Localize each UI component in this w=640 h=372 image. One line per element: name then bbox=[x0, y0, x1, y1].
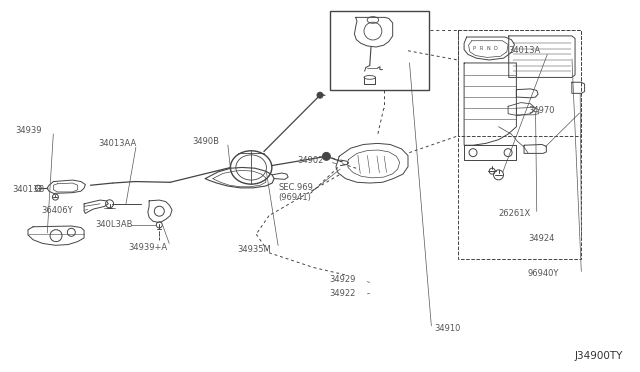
Text: 34924: 34924 bbox=[528, 234, 554, 244]
Text: 34939: 34939 bbox=[15, 126, 42, 135]
Text: 34902: 34902 bbox=[298, 156, 324, 165]
Text: 340L3AB: 340L3AB bbox=[95, 221, 133, 230]
Text: P: P bbox=[473, 46, 476, 51]
Text: R: R bbox=[479, 46, 483, 51]
Text: 34970: 34970 bbox=[528, 106, 554, 115]
Text: 34939+A: 34939+A bbox=[129, 243, 168, 251]
Circle shape bbox=[317, 92, 323, 98]
Text: 26261X: 26261X bbox=[499, 209, 531, 218]
Bar bbox=[458, 31, 580, 259]
Bar bbox=[330, 11, 429, 90]
Text: 34013B: 34013B bbox=[13, 185, 45, 194]
Text: J34900TY: J34900TY bbox=[575, 352, 623, 362]
Circle shape bbox=[323, 153, 330, 160]
Text: 34935M: 34935M bbox=[237, 244, 271, 253]
Text: 34910: 34910 bbox=[435, 324, 461, 333]
Text: 34013A: 34013A bbox=[508, 46, 540, 55]
Text: N: N bbox=[486, 46, 490, 51]
Text: 36406Y: 36406Y bbox=[42, 206, 73, 215]
Text: D: D bbox=[493, 46, 497, 51]
Text: 96940Y: 96940Y bbox=[528, 269, 559, 278]
Text: 34929: 34929 bbox=[330, 275, 356, 284]
Bar bbox=[458, 31, 580, 136]
Text: 3490B: 3490B bbox=[193, 137, 220, 146]
Text: 34922: 34922 bbox=[330, 289, 356, 298]
Text: 34013AA: 34013AA bbox=[98, 139, 136, 148]
Text: SEC.969
(96941): SEC.969 (96941) bbox=[278, 183, 314, 202]
